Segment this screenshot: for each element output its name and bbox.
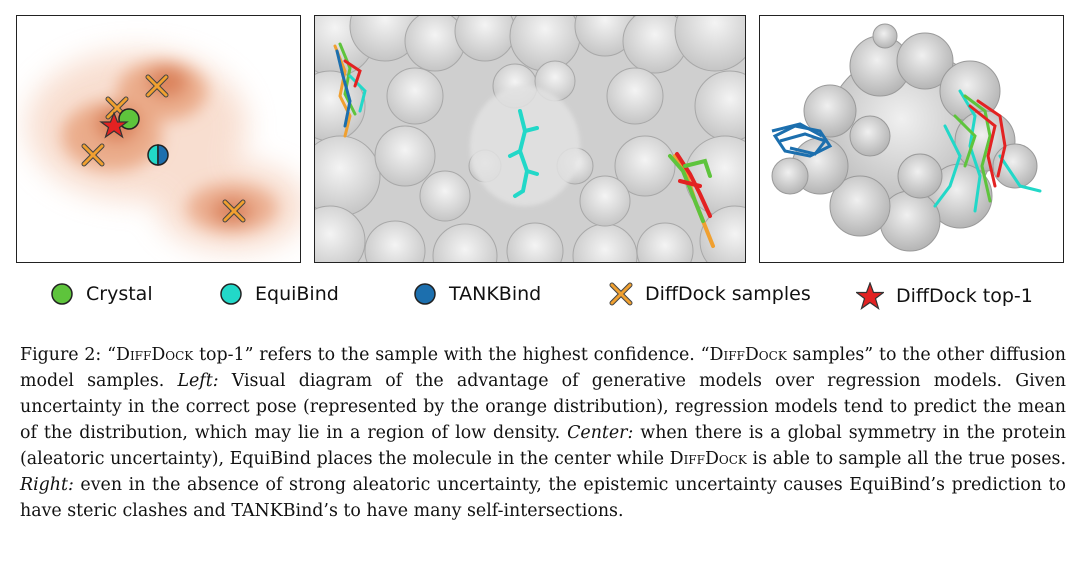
center-panel-protein-surface bbox=[314, 15, 746, 263]
caption-text: Figure 2: “ bbox=[20, 345, 116, 365]
legend-item-tankbind: TANKBind bbox=[413, 282, 541, 306]
legend-item-crystal: Crystal bbox=[50, 282, 153, 306]
caption-method-name: DiffDock bbox=[669, 449, 747, 469]
caption-text: Visual diagram of the advantage of gener… bbox=[20, 371, 1066, 443]
density-plot bbox=[27, 51, 300, 251]
equibind-ligand-center bbox=[508, 109, 539, 198]
ligand-poses-right bbox=[668, 152, 715, 248]
legend-item-diffdock-samples: DiffDock samples bbox=[609, 282, 811, 306]
left-panel-density-diagram bbox=[16, 15, 301, 263]
equibind-tankbind-marker bbox=[147, 144, 169, 166]
protein-surface-image-right bbox=[760, 16, 1063, 262]
caption-text: samples” to the other diffusion model sa… bbox=[20, 345, 1066, 391]
legend-label-crystal: Crystal bbox=[86, 283, 153, 305]
diffdock-sample-marker bbox=[222, 199, 246, 223]
legend-label-tankbind: TANKBind bbox=[449, 283, 542, 305]
diffdock-sample-marker bbox=[145, 74, 169, 98]
legend: Crystal EquiBind TANKBind DiffDock sampl… bbox=[0, 276, 1079, 316]
figure-caption: Figure 2: “DiffDock top-1” refers to the… bbox=[20, 342, 1066, 524]
caption-text: when there is a global symmetry in the p… bbox=[20, 423, 1066, 469]
caption-text: top-1” refers to the sample with the hig… bbox=[193, 345, 710, 365]
legend-item-equibind: EquiBind bbox=[219, 282, 339, 306]
caption-text: is able to sample all the true poses. bbox=[746, 449, 1067, 469]
crystal-circle-icon bbox=[51, 283, 73, 305]
caption-text: even in the absence of strong aleatoric … bbox=[20, 475, 1066, 521]
tankbind-circle-icon bbox=[414, 283, 436, 305]
diffdock-top1-marker bbox=[99, 111, 129, 139]
legend-label-diffdock-top1: DiffDock top-1 bbox=[896, 285, 1033, 307]
legend-label-diffdock-samples: DiffDock samples bbox=[645, 283, 811, 305]
diffdock-top1-star-icon bbox=[856, 282, 884, 310]
equibind-circle-icon bbox=[220, 283, 242, 305]
ligand-poses-left bbox=[333, 42, 367, 138]
caption-left-label: Left: bbox=[177, 371, 219, 391]
right-panel-protein-surface bbox=[759, 15, 1064, 263]
caption-center-label: Center: bbox=[567, 423, 634, 443]
diffdock-samples-cross-icon bbox=[609, 282, 633, 306]
caption-method-name: DiffDock bbox=[116, 345, 194, 365]
ligand-cluster-right bbox=[933, 89, 1042, 213]
legend-item-diffdock-top1: DiffDock top-1 bbox=[856, 282, 1033, 310]
caption-right-label: Right: bbox=[20, 475, 74, 495]
tankbind-ligand bbox=[771, 122, 833, 158]
caption-method-name: DiffDock bbox=[709, 345, 787, 365]
legend-label-equibind: EquiBind bbox=[255, 283, 339, 305]
diffdock-sample-marker bbox=[81, 143, 105, 167]
protein-surface-image bbox=[315, 16, 745, 262]
